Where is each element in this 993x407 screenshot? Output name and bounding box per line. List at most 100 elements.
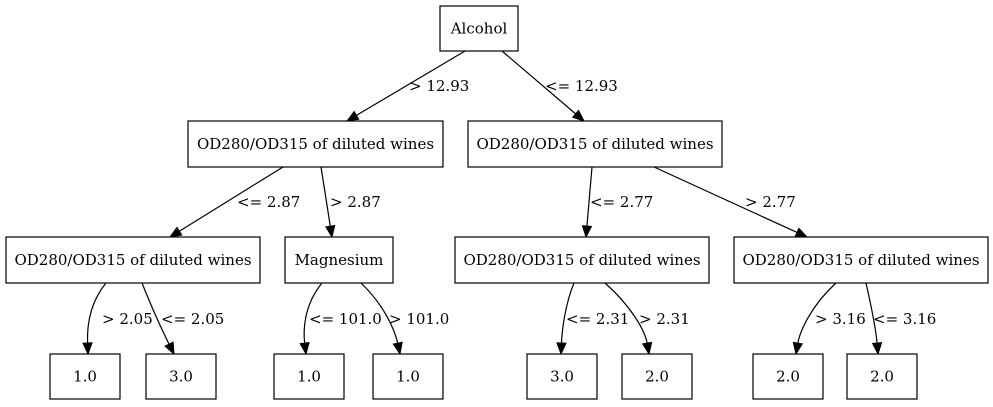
node-box bbox=[526, 353, 598, 400]
edge-line bbox=[303, 282, 323, 345]
node-label: 2.0 bbox=[645, 368, 669, 386]
edge-label: > 101.0 bbox=[389, 310, 449, 328]
edge-arrowhead bbox=[794, 227, 809, 238]
edge-label: > 2.77 bbox=[745, 193, 796, 211]
tree-edge: <= 2.05 bbox=[141, 282, 224, 356]
tree-edge: <= 3.16 bbox=[865, 282, 936, 356]
edge-line bbox=[141, 282, 171, 346]
leaf-node: 1.0 bbox=[273, 353, 345, 400]
split-node: OD280/OD315 of diluted wines bbox=[187, 120, 444, 168]
split-node: Magnesium bbox=[284, 236, 394, 284]
node-box bbox=[621, 353, 693, 400]
node-label: 1.0 bbox=[297, 368, 321, 386]
node-label: 2.0 bbox=[776, 368, 800, 386]
edge-label: <= 12.93 bbox=[545, 77, 618, 95]
node-label: 1.0 bbox=[73, 368, 97, 386]
leaf-node: 1.0 bbox=[49, 353, 121, 400]
edge-arrowhead bbox=[325, 224, 336, 239]
tree-edge: <= 2.31 bbox=[556, 282, 629, 356]
node-box bbox=[284, 236, 394, 284]
edge-label: <= 2.77 bbox=[590, 193, 653, 211]
node-box bbox=[752, 353, 824, 400]
tree-edge: > 2.05 bbox=[82, 282, 153, 356]
edge-line bbox=[797, 282, 837, 345]
split-node: Alcohol bbox=[439, 5, 519, 52]
node-box bbox=[454, 236, 710, 284]
edge-line bbox=[865, 282, 878, 345]
edges-layer: > 12.93 <= 12.93 <= 2.87 > 2.87 <= 2.77 > 2.7… bbox=[82, 50, 936, 356]
split-node: OD280/OD315 of diluted wines bbox=[467, 120, 723, 168]
tree-edge: > 2.77 bbox=[653, 166, 809, 238]
edge-line bbox=[178, 166, 284, 233]
node-box bbox=[439, 5, 519, 52]
edge-arrowhead bbox=[871, 342, 883, 356]
edge-arrowhead bbox=[792, 341, 804, 356]
edge-line bbox=[360, 282, 399, 345]
tree-edge: <= 2.87 bbox=[168, 166, 300, 238]
node-box bbox=[467, 120, 723, 168]
leaf-node: 2.0 bbox=[752, 353, 824, 400]
leaf-node: 2.0 bbox=[621, 353, 693, 400]
node-box bbox=[187, 120, 444, 168]
edge-line bbox=[604, 282, 648, 345]
tree-edge: > 101.0 bbox=[360, 282, 449, 356]
node-label: 1.0 bbox=[396, 368, 420, 386]
edge-arrowhead bbox=[299, 341, 310, 356]
edge-arrowhead bbox=[556, 342, 567, 356]
edge-arrowhead bbox=[345, 110, 360, 122]
edge-line bbox=[501, 50, 577, 115]
node-label: OD280/OD315 of diluted wines bbox=[197, 135, 434, 153]
edge-arrowhead bbox=[392, 341, 403, 356]
tree-edge: <= 101.0 bbox=[299, 282, 382, 356]
edge-arrowhead bbox=[82, 342, 93, 356]
node-label: 3.0 bbox=[550, 368, 574, 386]
edge-label: > 2.05 bbox=[102, 310, 153, 328]
node-label: OD280/OD315 of diluted wines bbox=[463, 251, 700, 269]
leaf-node: 3.0 bbox=[526, 353, 598, 400]
edge-label: <= 2.05 bbox=[161, 310, 224, 328]
edge-label: <= 2.87 bbox=[237, 193, 300, 211]
node-box bbox=[273, 353, 345, 400]
tree-edge: > 12.93 bbox=[345, 50, 469, 122]
split-node: OD280/OD315 of diluted wines bbox=[733, 236, 989, 284]
edge-label: <= 2.31 bbox=[566, 310, 629, 328]
node-label: OD280/OD315 of diluted wines bbox=[742, 251, 979, 269]
edge-arrowhead bbox=[164, 341, 175, 356]
node-box bbox=[733, 236, 989, 284]
edge-label: <= 101.0 bbox=[309, 310, 382, 328]
tree-edge: > 2.87 bbox=[320, 166, 381, 239]
edge-label: > 3.16 bbox=[815, 310, 866, 328]
node-box bbox=[372, 353, 444, 400]
leaf-node: 3.0 bbox=[145, 353, 217, 400]
edge-arrowhead bbox=[571, 109, 586, 122]
split-node: OD280/OD315 of diluted wines bbox=[454, 236, 710, 284]
node-box bbox=[49, 353, 121, 400]
edge-line bbox=[560, 282, 575, 345]
node-label: OD280/OD315 of diluted wines bbox=[14, 251, 251, 269]
edge-label: > 2.87 bbox=[330, 193, 381, 211]
edge-arrowhead bbox=[581, 225, 593, 239]
edge-arrowhead bbox=[168, 226, 183, 238]
node-label: 2.0 bbox=[870, 368, 894, 386]
node-box bbox=[5, 236, 261, 284]
split-node: OD280/OD315 of diluted wines bbox=[5, 236, 261, 284]
tree-edge: <= 12.93 bbox=[501, 50, 618, 122]
leaf-node: 2.0 bbox=[846, 353, 918, 400]
leaf-node: 1.0 bbox=[372, 353, 444, 400]
edge-line bbox=[320, 166, 332, 228]
node-label: Alcohol bbox=[450, 20, 508, 38]
tree-edge: > 2.31 bbox=[604, 282, 690, 356]
edge-arrowhead bbox=[641, 341, 653, 356]
node-label: Magnesium bbox=[295, 251, 384, 269]
edge-label: <= 3.16 bbox=[873, 310, 936, 328]
nodes-layer: Alcohol OD280/OD315 of diluted wines OD280… bbox=[5, 5, 989, 400]
tree-edge: > 3.16 bbox=[792, 282, 866, 356]
edge-label: > 12.93 bbox=[409, 77, 469, 95]
edge-line bbox=[355, 50, 466, 117]
edge-label: > 2.31 bbox=[639, 310, 690, 328]
edge-line bbox=[653, 166, 799, 234]
edge-line bbox=[86, 282, 107, 345]
node-label: OD280/OD315 of diluted wines bbox=[476, 135, 713, 153]
node-box bbox=[145, 353, 217, 400]
